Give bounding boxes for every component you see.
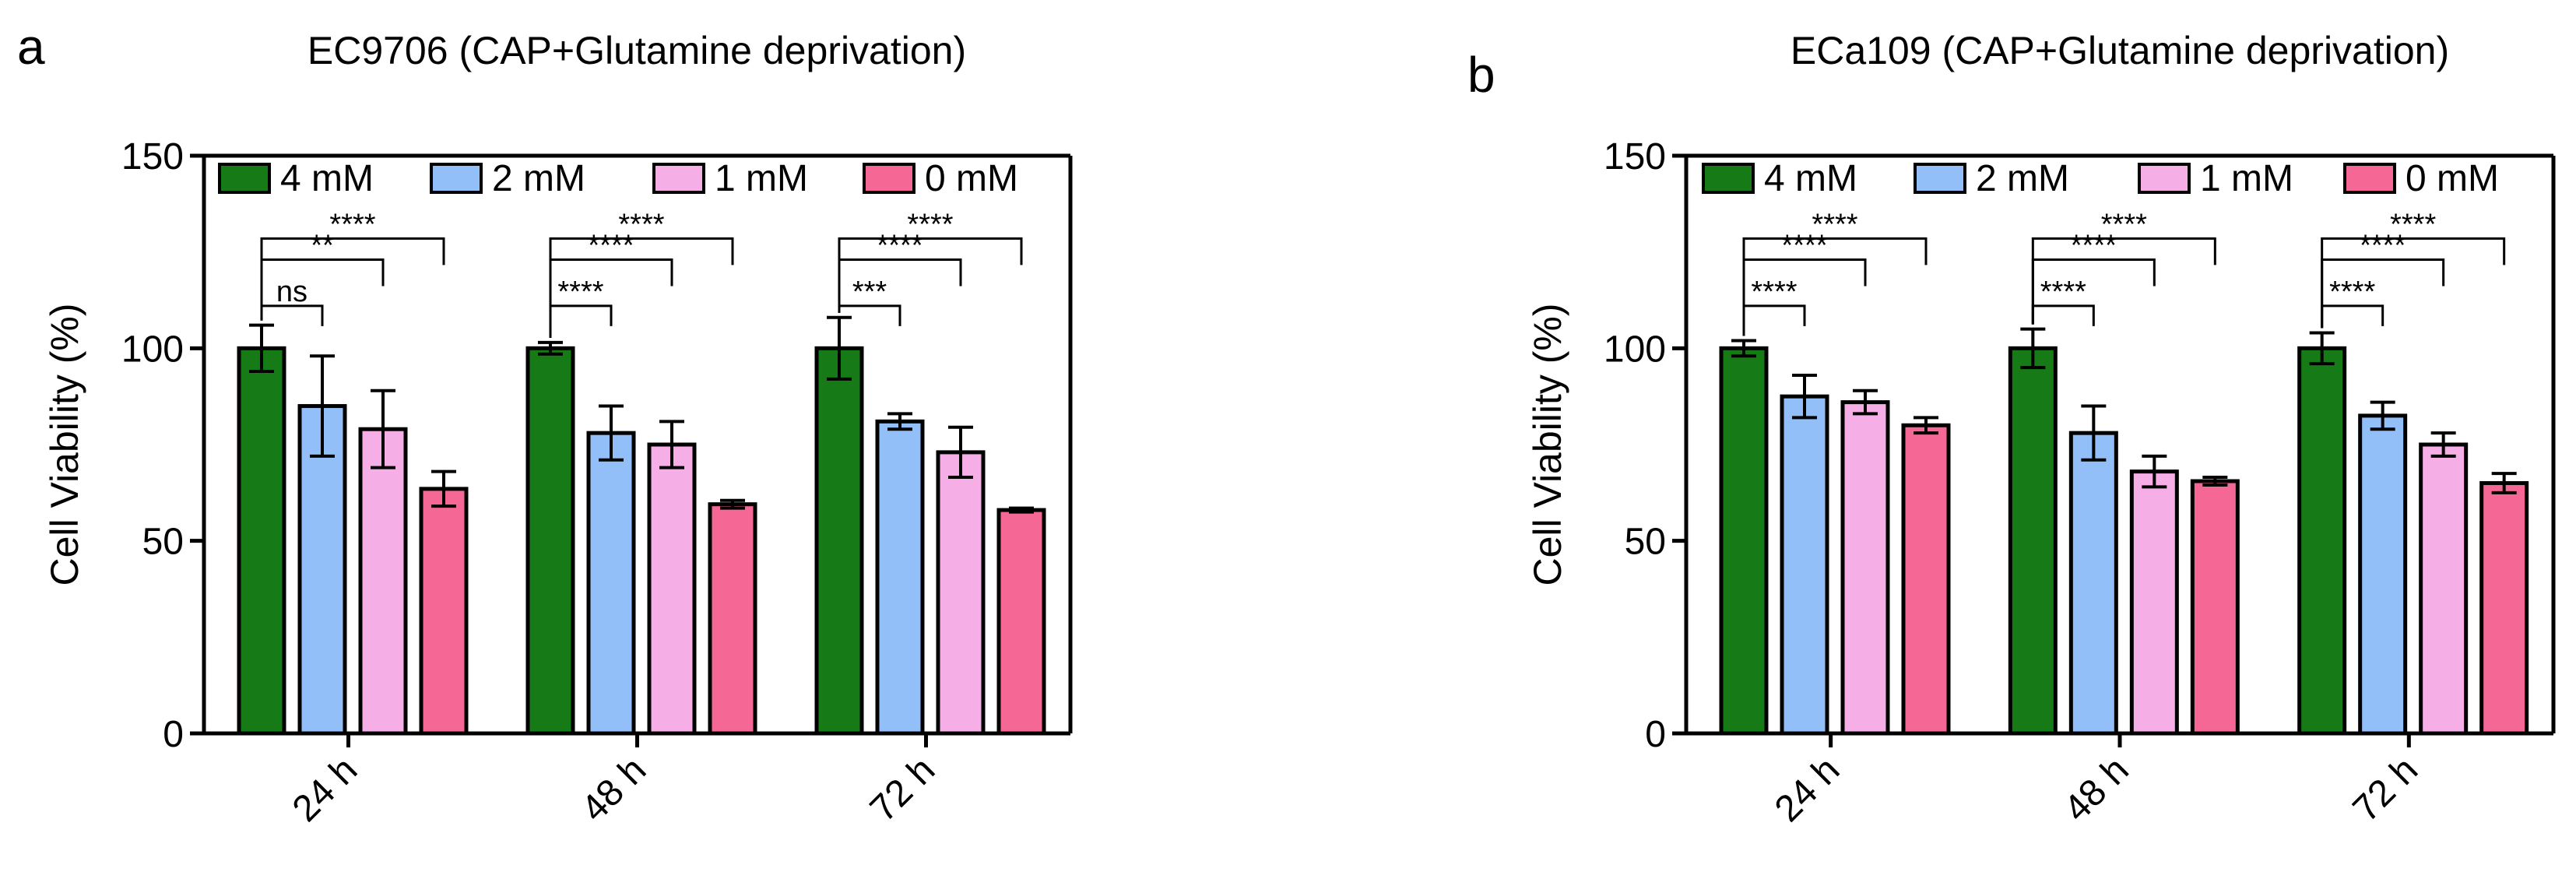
significance-bracket bbox=[1742, 237, 1928, 336]
bar bbox=[1719, 346, 1769, 736]
y-tick-label: 0 bbox=[1645, 714, 1666, 755]
x-tick-label: 24 h bbox=[285, 749, 366, 830]
legend-swatch bbox=[652, 163, 705, 194]
significance-bracket bbox=[260, 237, 445, 321]
x-tick-label: 48 h bbox=[574, 749, 655, 830]
x-tick-label: 72 h bbox=[863, 749, 944, 830]
legend-label: 1 mM bbox=[715, 158, 808, 199]
bar bbox=[237, 346, 286, 736]
legend-label: 0 mM bbox=[2406, 158, 2499, 199]
significance-label: **** bbox=[1751, 276, 1797, 308]
significance-label: **** bbox=[1781, 230, 1827, 262]
significance-bracket bbox=[260, 304, 324, 326]
significance-bracket bbox=[549, 304, 613, 338]
bar bbox=[2419, 442, 2469, 736]
y-tick-label: 0 bbox=[163, 714, 184, 755]
legend-swatch bbox=[863, 163, 915, 194]
x-tick-label: 48 h bbox=[2056, 749, 2137, 830]
bar bbox=[936, 450, 986, 736]
significance-bracket bbox=[2321, 304, 2384, 329]
significance-bracket bbox=[1742, 304, 1806, 336]
chart-title: ECa109 (CAP+Glutamine deprivation) bbox=[1791, 29, 2449, 72]
significance-label: **** bbox=[2071, 230, 2117, 262]
bar bbox=[358, 427, 408, 736]
x-tick-label: 24 h bbox=[1767, 749, 1848, 830]
panel-b: b ECa109 (CAP+Glutamine deprivation) Cell … bbox=[1467, 29, 2556, 830]
bar bbox=[1901, 423, 1951, 736]
significance-label: **** bbox=[2101, 208, 2147, 241]
legend-label: 2 mM bbox=[1976, 158, 2069, 199]
bar bbox=[586, 431, 636, 736]
legend-swatch bbox=[1702, 163, 1755, 194]
y-tick-label: 150 bbox=[1604, 136, 1666, 178]
significance-label: **** bbox=[557, 276, 603, 308]
significance-label: ns bbox=[276, 276, 308, 308]
significance-label: **** bbox=[1812, 208, 1857, 241]
bar bbox=[2190, 479, 2240, 736]
significance-bracket bbox=[549, 237, 734, 338]
legend-swatch bbox=[2138, 163, 2191, 194]
legend-label: 1 mM bbox=[2200, 158, 2293, 199]
bar bbox=[2008, 346, 2058, 736]
significance-label: **** bbox=[2390, 208, 2436, 241]
bar bbox=[647, 442, 697, 736]
y-tick-label: 50 bbox=[1625, 522, 1666, 563]
bar bbox=[419, 487, 469, 736]
legend-label: 4 mM bbox=[1764, 158, 1857, 199]
panel-letter: b bbox=[1467, 47, 1495, 103]
bar bbox=[814, 346, 864, 736]
bar bbox=[525, 346, 575, 736]
bar bbox=[2297, 346, 2347, 736]
significance-label: **** bbox=[2040, 276, 2086, 308]
bar bbox=[875, 419, 925, 736]
significance-bracket bbox=[2031, 304, 2095, 326]
bar bbox=[1840, 400, 1890, 736]
bar bbox=[708, 502, 757, 736]
chart-title: EC9706 (CAP+Glutamine deprivation) bbox=[308, 29, 966, 72]
legend-label: 2 mM bbox=[492, 158, 585, 199]
panel-letter: a bbox=[17, 19, 45, 75]
bar bbox=[2479, 480, 2529, 736]
bar bbox=[2358, 413, 2408, 736]
y-tick-label: 150 bbox=[121, 136, 184, 178]
significance-label: **** bbox=[618, 208, 664, 241]
y-tick-label: 100 bbox=[1604, 329, 1666, 370]
significance-label: **** bbox=[588, 230, 634, 262]
bar bbox=[2068, 431, 2118, 736]
y-axis-label: Cell Viability (%) bbox=[43, 303, 86, 585]
x-tick-label: 72 h bbox=[2346, 749, 2427, 830]
significance-label: **** bbox=[907, 208, 953, 241]
significance-label: **** bbox=[2329, 276, 2375, 308]
bar bbox=[996, 508, 1046, 736]
legend-label: 4 mM bbox=[280, 158, 374, 199]
significance-label: **** bbox=[2360, 230, 2406, 262]
significance-bracket bbox=[838, 237, 1023, 313]
significance-label: **** bbox=[329, 208, 375, 241]
bar bbox=[1780, 394, 1829, 736]
significance-label: *** bbox=[852, 276, 887, 308]
legend-swatch bbox=[430, 163, 483, 194]
significance-bracket bbox=[2031, 237, 2216, 325]
significance-bracket bbox=[2321, 237, 2506, 329]
panel-a: a EC9706 (CAP+Glutamine deprivation) Cell … bbox=[17, 19, 1073, 830]
legend-swatch bbox=[218, 163, 271, 194]
legend-swatch bbox=[1914, 163, 1966, 194]
significance-label: **** bbox=[877, 230, 923, 262]
legend-swatch bbox=[2343, 163, 2396, 194]
y-tick-label: 50 bbox=[142, 522, 184, 563]
y-axis-label: Cell Viability (%) bbox=[1526, 303, 1569, 585]
significance-label: ** bbox=[311, 230, 334, 262]
y-tick-label: 100 bbox=[121, 329, 184, 370]
bar bbox=[2129, 469, 2179, 736]
legend-label: 0 mM bbox=[925, 158, 1018, 199]
